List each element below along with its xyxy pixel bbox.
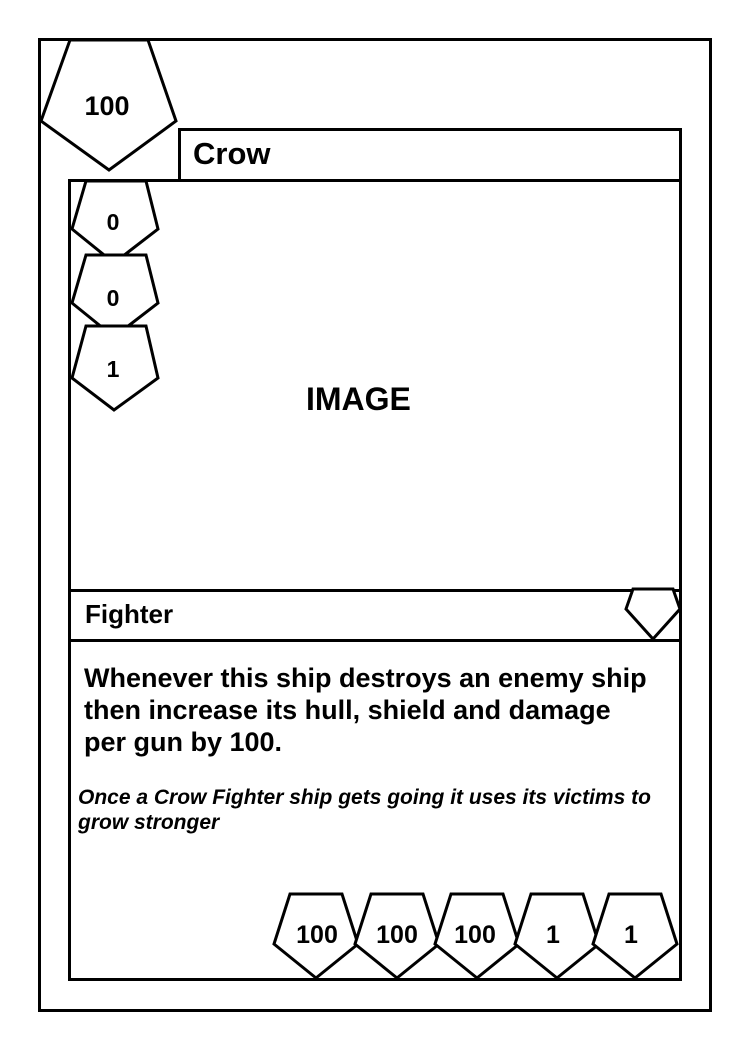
flavor-text: Once a Crow Fighter ship gets going it u… — [78, 786, 651, 834]
side-stat-value: 1 — [107, 356, 120, 382]
bottom-stat-value: 100 — [376, 921, 418, 949]
cost-pentagon: 100 — [39, 38, 178, 172]
side-stat-value: 0 — [107, 209, 120, 235]
side-stat-pentagon: 1 — [70, 324, 160, 412]
bottom-stat-pentagon: 100 — [353, 892, 441, 980]
side-stat-value: 0 — [107, 285, 120, 311]
bottom-stat-pentagon: 1 — [513, 892, 601, 980]
name-bar — [178, 128, 682, 182]
cost-value: 100 — [84, 91, 129, 121]
type-pentagon-icon — [624, 587, 682, 642]
card-name: Crow — [193, 136, 271, 171]
bottom-stat-value: 1 — [624, 921, 638, 949]
side-stat-pentagon: 0 — [70, 253, 160, 339]
bottom-stat-value: 100 — [454, 921, 496, 949]
ability-text: Whenever this ship destroys an enemy shi… — [84, 663, 647, 757]
type-bar — [68, 589, 682, 642]
side-stat-pentagon: 0 — [70, 179, 160, 265]
type-line: Fighter — [85, 599, 174, 629]
bottom-stat-pentagon: 100 — [433, 892, 521, 980]
image-placeholder-label: IMAGE — [306, 381, 411, 417]
bottom-stat-pentagon: 1 — [591, 892, 679, 980]
bottom-stat-value: 1 — [546, 921, 560, 949]
bottom-stat-pentagon: 100 — [272, 892, 360, 980]
bottom-stat-value: 100 — [296, 921, 338, 949]
